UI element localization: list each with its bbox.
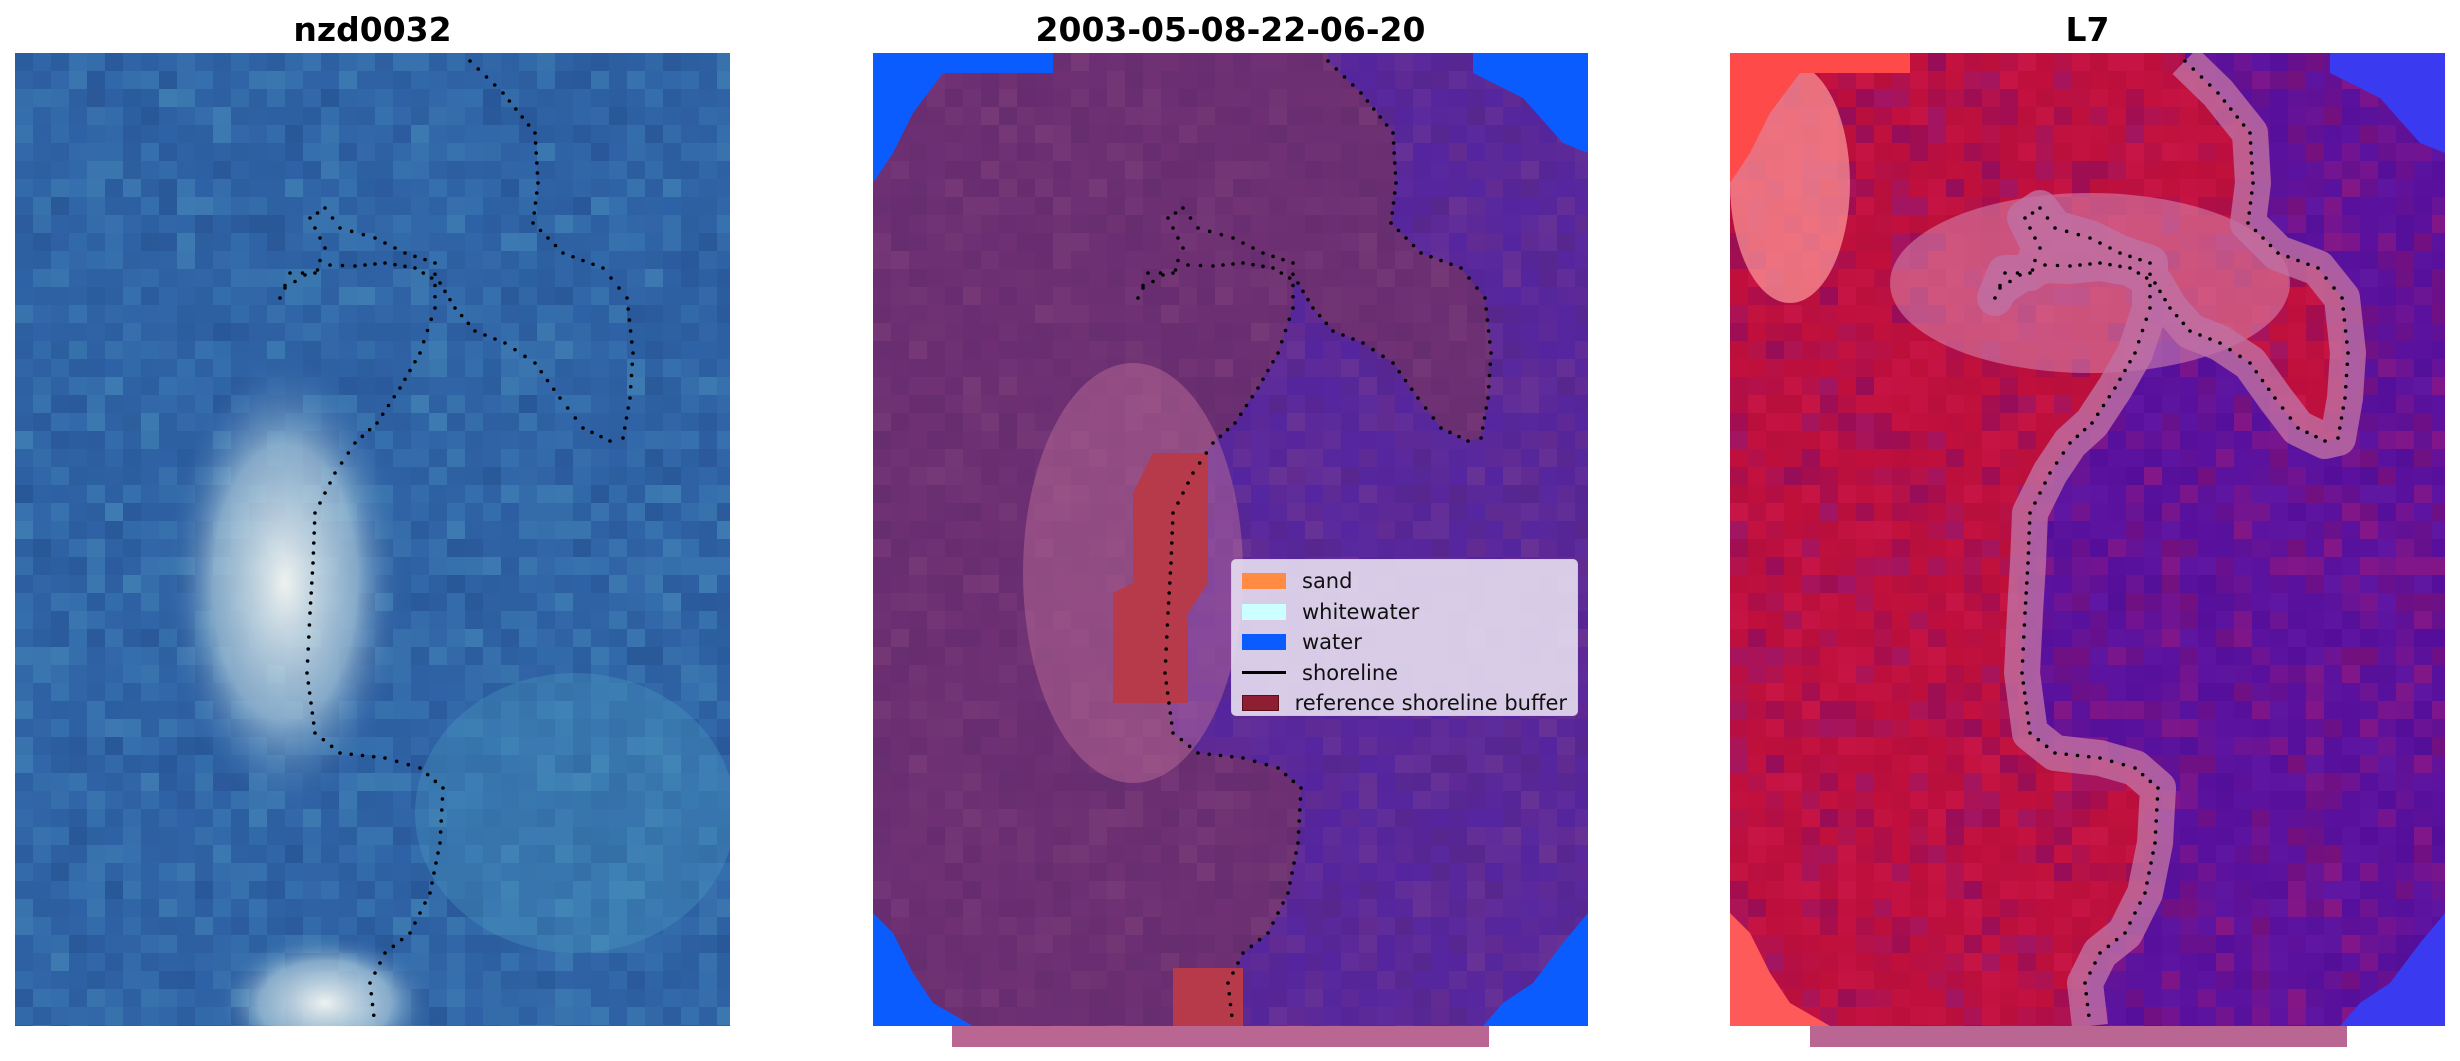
title-index: L7 [2065,10,2110,49]
classified-image-canvas [873,53,1588,1026]
rgb-image-canvas [15,53,730,1026]
legend-item-sand: sand [1242,566,1567,597]
reference-buffer-swatch [1242,695,1279,712]
shoreline-line-swatch [1242,671,1286,675]
whitewater-patch-bottom [215,933,435,1026]
shoreline-dots [1136,59,1493,1018]
reference-buffer-strip-index [1810,1026,2347,1047]
legend-label-water: water [1302,630,1362,655]
whitewater-patch [165,353,405,813]
panel-classified-image [873,53,1588,1026]
title-classified: 2003-05-08-22-06-20 [1035,10,1426,49]
legend-label-whitewater: whitewater [1302,599,1420,624]
land-class [873,53,1491,1026]
water-swatch [1242,634,1286,651]
whitewater-swatch [1242,603,1286,620]
panel-index-image [1730,53,2445,1026]
index-image-canvas [1730,53,2445,1026]
legend: sand whitewater water shoreline referenc… [1231,559,1578,716]
legend-item-water: water [1242,627,1567,658]
title-rgb: nzd0032 [293,10,452,49]
legend-label-reference-buffer: reference shoreline buffer [1294,691,1567,716]
panel-rgb-image [15,53,730,1026]
legend-item-shoreline: shoreline [1242,658,1567,689]
image-corner-fill [1730,53,2445,1026]
image-corner-fill [873,53,1588,1026]
shoreline-dots [1993,59,2350,1018]
shoreline-dots [278,59,635,1018]
legend-label-shoreline: shoreline [1302,660,1399,685]
legend-item-reference-buffer: reference shoreline buffer [1242,688,1567,719]
reference-buffer-strip-classified [952,1026,1489,1047]
sand-swatch [1242,573,1286,590]
legend-label-sand: sand [1302,569,1353,594]
reference-buffer-area [1113,453,1208,703]
legend-item-whitewater: whitewater [1242,597,1567,628]
